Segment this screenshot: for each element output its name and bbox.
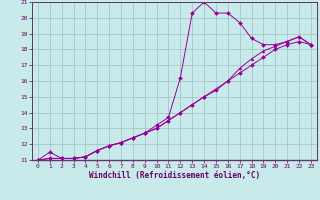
- X-axis label: Windchill (Refroidissement éolien,°C): Windchill (Refroidissement éolien,°C): [89, 171, 260, 180]
